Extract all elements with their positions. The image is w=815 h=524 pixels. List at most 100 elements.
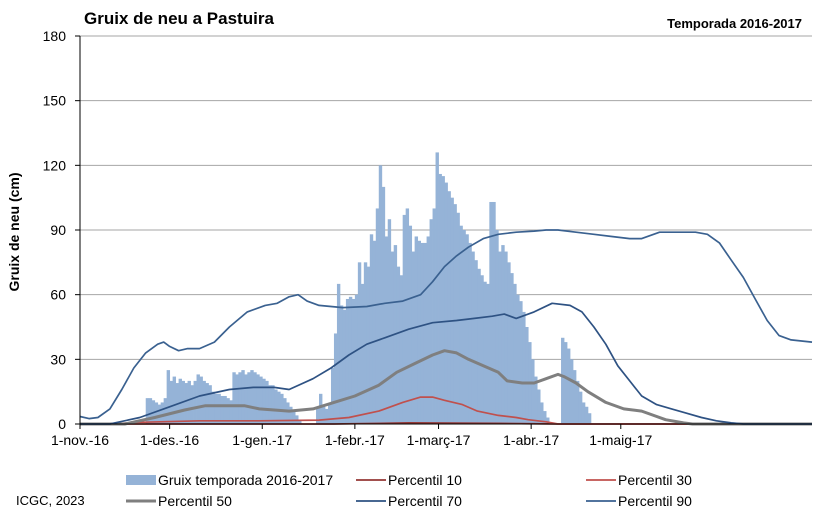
x-tick-label: 1-maig-17 (589, 432, 652, 448)
bar (378, 165, 383, 425)
bar (453, 204, 457, 424)
bar (238, 372, 242, 424)
x-tick-label: 1-des.-16 (140, 432, 199, 448)
bar (360, 283, 365, 424)
x-tick-label: 1-nov.-16 (51, 432, 109, 448)
bar (232, 372, 236, 424)
bar (534, 376, 538, 424)
bar (274, 389, 278, 424)
bar (336, 283, 341, 424)
bar (498, 251, 502, 424)
bar (202, 380, 206, 424)
bar (495, 230, 499, 424)
chart-subtitle: Temporada 2016-2017 (667, 16, 802, 31)
bar (330, 367, 335, 424)
legend-label: Gruix temporada 2016-2017 (158, 472, 333, 488)
bar (369, 234, 374, 424)
y-tick-label: 0 (58, 416, 66, 432)
bar (262, 378, 266, 424)
bar (157, 404, 162, 424)
bar (298, 419, 302, 424)
bar (396, 266, 401, 424)
bar (178, 378, 182, 424)
bar (265, 380, 269, 424)
bar (220, 395, 224, 424)
bar (519, 301, 523, 424)
legend-item: Percentil 30 (586, 472, 692, 488)
bar (531, 359, 535, 424)
bar (432, 208, 436, 424)
bar (223, 395, 227, 424)
legend-label: Percentil 10 (388, 472, 462, 488)
bar (468, 242, 472, 424)
bar (417, 240, 422, 424)
y-tick-label: 60 (50, 287, 66, 303)
bar (211, 391, 215, 424)
bar (348, 296, 353, 424)
bar (483, 281, 487, 424)
bar (196, 374, 200, 424)
bar (420, 242, 424, 424)
bar (256, 374, 260, 424)
bar (289, 406, 293, 424)
bar (462, 230, 466, 424)
bar (163, 398, 168, 424)
y-tick-label: 120 (43, 157, 67, 173)
bar (327, 404, 332, 424)
bar (513, 283, 517, 424)
axes (75, 35, 812, 429)
bar (339, 305, 344, 424)
bar (405, 208, 410, 424)
bar (229, 400, 233, 424)
y-tick-label: 30 (50, 351, 66, 367)
bar (154, 402, 159, 424)
bar (271, 385, 275, 424)
tick-labels: 0 30 60 90 120 150 180 1-nov.-16 1-des.-16 1-gen.… (43, 28, 653, 448)
series-line (80, 396, 812, 425)
bar (381, 186, 386, 424)
bar (280, 393, 284, 424)
bar (581, 402, 586, 424)
legend: Gruix temporada 2016-2017 Percentil 10 Per… (126, 472, 692, 509)
bar (429, 219, 433, 424)
bar (423, 242, 427, 424)
bar (148, 398, 153, 424)
bar (504, 251, 508, 424)
bar (522, 311, 526, 424)
bar (277, 391, 281, 424)
bar (217, 393, 221, 424)
bar (465, 234, 469, 424)
bar (375, 208, 380, 424)
bar (426, 236, 430, 424)
bar (435, 152, 439, 424)
bar (561, 337, 565, 424)
bar (474, 260, 478, 424)
bar (507, 262, 511, 424)
bar (438, 173, 442, 424)
bar (166, 370, 171, 424)
bar (292, 411, 296, 424)
bar (456, 212, 460, 424)
bar (450, 197, 454, 424)
legend-label: Percentil 90 (618, 493, 692, 509)
bar (525, 327, 529, 424)
bar (244, 374, 248, 424)
bar (324, 408, 329, 424)
bar (543, 411, 547, 424)
bar (480, 275, 484, 424)
bar (471, 251, 475, 424)
bar (575, 380, 580, 424)
bar (546, 417, 550, 424)
bar (537, 389, 541, 424)
x-tick-label: 1-febr.-17 (325, 432, 385, 448)
bar (567, 348, 571, 424)
bar (372, 240, 377, 424)
bar (444, 182, 448, 424)
credit-text: ICGC, 2023 (16, 493, 85, 508)
y-tick-label: 90 (50, 222, 66, 238)
bar (172, 376, 177, 424)
chart-title: Gruix de neu a Pastuira (84, 9, 274, 28)
bar (459, 225, 463, 424)
bar (366, 266, 371, 424)
